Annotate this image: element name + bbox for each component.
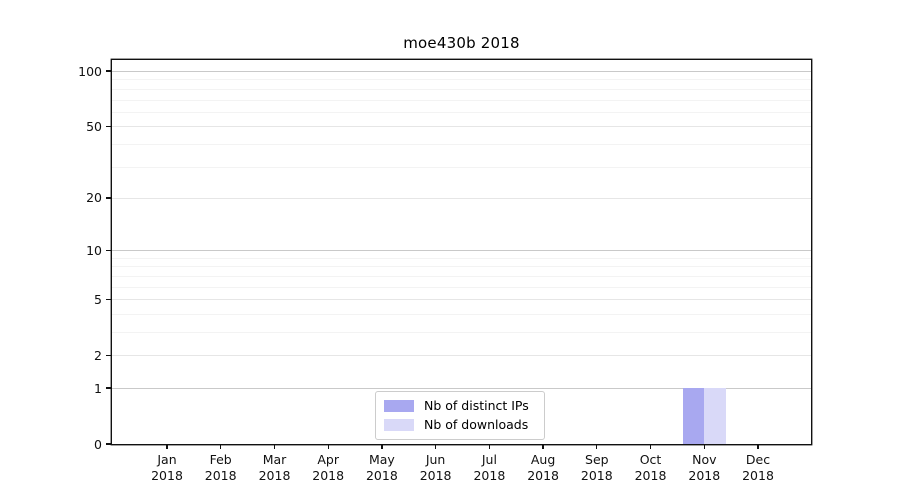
y-tick-mark xyxy=(106,298,111,300)
legend-row-distinct-ips: Nb of distinct IPs xyxy=(384,399,536,413)
gridline-minor xyxy=(112,257,811,259)
y-tick-label: 10 xyxy=(86,242,102,258)
y-tick-label: 5 xyxy=(94,291,102,307)
x-tick-label: Mar 2018 xyxy=(258,452,291,483)
legend-swatch-downloads xyxy=(384,419,414,431)
bar-downloads xyxy=(704,388,726,444)
x-tick-mark xyxy=(220,444,222,449)
gridline-minor xyxy=(112,166,811,168)
y-tick-mark xyxy=(106,70,111,72)
x-tick-label: Apr 2018 xyxy=(312,452,345,483)
y-tick-mark xyxy=(106,197,111,199)
x-tick-mark xyxy=(488,444,490,449)
legend-label-downloads: Nb of downloads xyxy=(424,417,529,432)
x-tick-mark xyxy=(273,444,276,449)
gridline-minor xyxy=(112,286,811,288)
legend-row-downloads: Nb of downloads xyxy=(384,418,536,432)
x-tick-label: Jul 2018 xyxy=(473,452,506,483)
y-tick-mark xyxy=(106,354,111,356)
y-tick-mark xyxy=(106,387,111,389)
gridline-minor xyxy=(112,79,811,81)
x-tick-label: May 2018 xyxy=(365,452,398,483)
x-tick-label: Aug 2018 xyxy=(527,452,559,483)
legend-label-distinct-ips: Nb of distinct IPs xyxy=(424,398,529,413)
y-tick-mark xyxy=(106,443,111,445)
gridline-major xyxy=(112,299,811,301)
x-tick-mark xyxy=(649,444,652,449)
gridline-major xyxy=(112,126,811,128)
gridline-major xyxy=(112,355,811,357)
x-tick-mark xyxy=(381,444,383,449)
x-tick-mark xyxy=(757,444,759,449)
gridline-minor xyxy=(112,99,811,101)
y-tick-label: 50 xyxy=(86,118,102,134)
y-tick-mark xyxy=(106,249,111,251)
gridline-minor xyxy=(112,332,811,333)
y-tick-mark xyxy=(106,125,111,127)
plot-area: Nb of distinct IPs Nb of downloads 0 1 2 5 1… xyxy=(78,60,811,483)
gridline-minor xyxy=(112,111,811,113)
bar-distinct-ips xyxy=(682,388,705,444)
legend-swatch-distinct-ips xyxy=(384,400,414,412)
y-tick-label: 20 xyxy=(86,190,102,206)
gridline-major xyxy=(112,71,811,72)
x-tick-label: Sep 2018 xyxy=(580,452,613,483)
x-tick-label: Jun 2018 xyxy=(419,452,452,483)
gridline-major xyxy=(112,250,811,252)
x-tick-label: Dec 2018 xyxy=(742,452,774,483)
gridline-minor xyxy=(112,88,811,90)
x-tick-mark xyxy=(435,444,437,449)
gridline-minor xyxy=(112,143,811,145)
gridline-major xyxy=(112,197,811,199)
legend: Nb of distinct IPs Nb of downloads xyxy=(375,391,545,440)
x-tick-mark xyxy=(542,444,544,449)
y-tick-label: 0 xyxy=(94,436,102,452)
x-tick-label: Oct 2018 xyxy=(634,452,667,483)
y-tick-label: 100 xyxy=(78,63,102,79)
chart-title: moe430b 2018 xyxy=(403,34,520,52)
x-tick-label: Feb 2018 xyxy=(204,452,237,483)
gridline-minor xyxy=(112,275,811,277)
x-tick-mark xyxy=(327,444,329,449)
x-tick-label: Nov 2018 xyxy=(688,452,721,483)
gridline-minor xyxy=(112,313,811,315)
x-tick-mark xyxy=(596,444,598,449)
y-tick-label: 1 xyxy=(94,380,102,396)
x-tick-mark xyxy=(166,444,168,449)
y-tick-label: 2 xyxy=(94,347,102,363)
x-tick-label: Jan 2018 xyxy=(151,452,183,483)
gridline-minor xyxy=(112,266,811,268)
x-tick-mark xyxy=(703,444,705,449)
